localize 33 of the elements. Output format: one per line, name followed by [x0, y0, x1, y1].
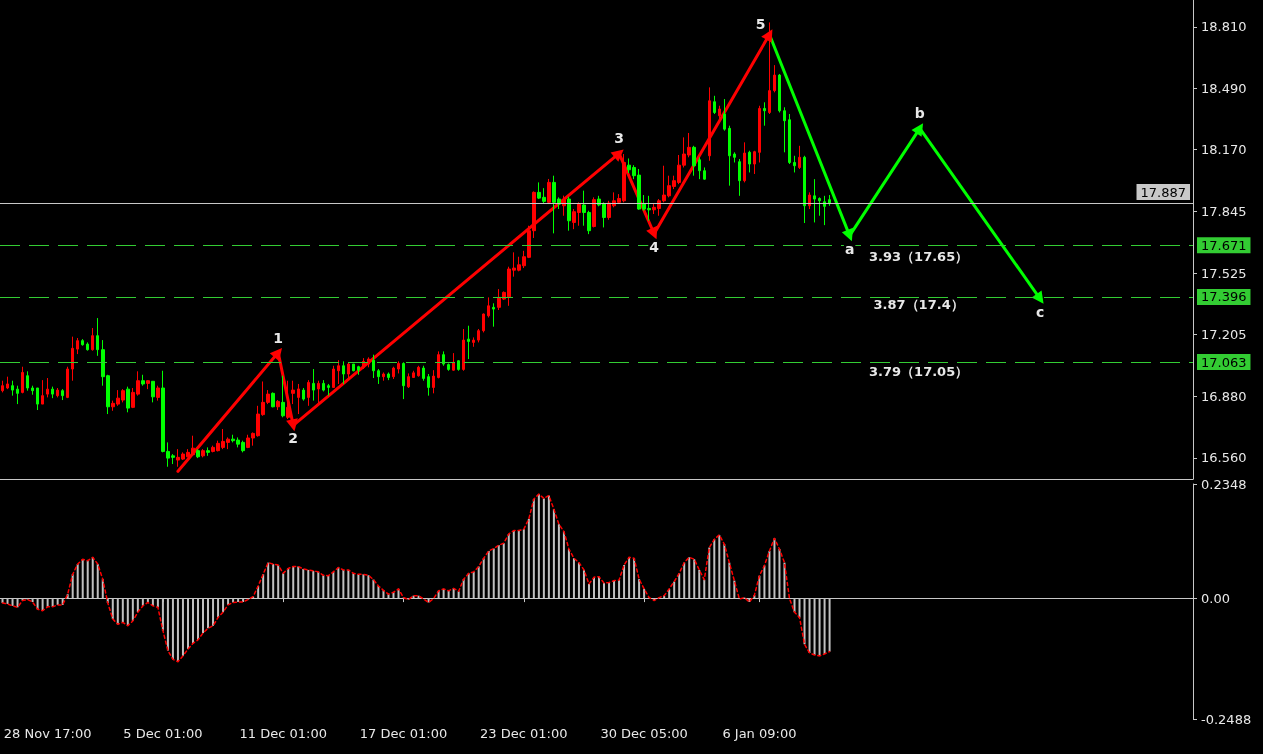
x-tick-label: 11 Dec 01:00: [239, 726, 327, 741]
annotation: b: [914, 105, 925, 122]
annotation: 2: [288, 430, 299, 447]
ref-line-label: 17.396: [1201, 289, 1247, 305]
annotation: 1: [273, 329, 284, 346]
annotation: 3.93（17.65）: [869, 249, 969, 265]
y-tick-label: 17.525: [1201, 265, 1247, 281]
ref-line-label: 17.887: [1140, 185, 1186, 201]
x-tick-label: 23 Dec 01:00: [480, 726, 568, 741]
ref-line-label: 17.063: [1201, 354, 1247, 370]
x-tick-label: 28 Nov 17:00: [3, 726, 92, 741]
y-tick-label: 16.560: [1201, 450, 1247, 466]
y-tick-label: 17.845: [1201, 204, 1247, 220]
y-tick-label: 18.170: [1201, 141, 1247, 157]
y-tick-label: 16.880: [1201, 389, 1247, 405]
annotation: 3.87（17.4）: [873, 296, 964, 312]
x-tick-label: 5 Dec 01:00: [123, 726, 203, 741]
x-tick-label: 6 Jan 09:00: [722, 726, 797, 741]
annotation: 4: [649, 238, 660, 255]
y-tick-label: -0.2488: [1201, 711, 1252, 727]
y-tick-label: 0.00: [1201, 590, 1230, 606]
y-tick-label: 18.490: [1201, 80, 1247, 96]
x-tick-label: 17 Dec 01:00: [359, 726, 448, 741]
annotation: 3: [614, 130, 624, 147]
x-tick-label: 30 Dec 05:00: [600, 726, 688, 741]
y-tick-label: 18.810: [1201, 19, 1247, 35]
annotation: a: [844, 240, 855, 257]
annotation: 3.79（17.05）: [869, 364, 969, 380]
annotation: c: [1035, 303, 1045, 320]
y-tick-label: 17.205: [1201, 326, 1247, 342]
annotation: 5: [755, 16, 766, 33]
ref-line-label: 17.671: [1201, 237, 1247, 253]
y-tick-label: 0.2348: [1201, 476, 1247, 492]
